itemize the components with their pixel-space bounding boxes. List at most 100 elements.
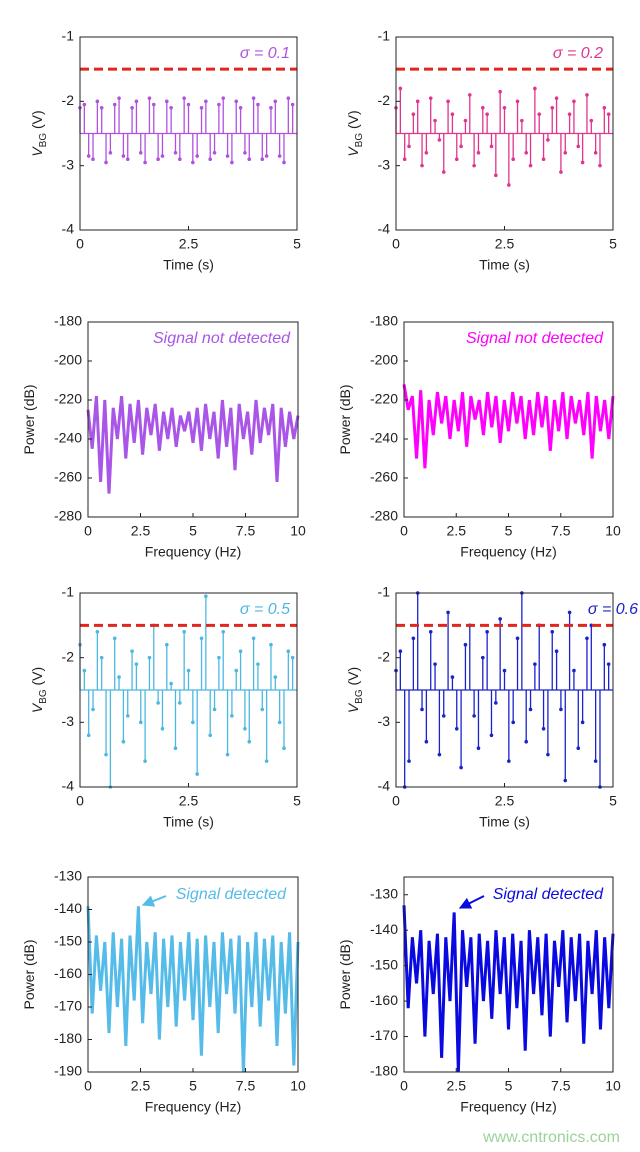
stem-marker xyxy=(169,681,173,686)
stem-marker xyxy=(134,99,139,104)
stem xyxy=(476,133,481,155)
y-tick-label: -2 xyxy=(378,92,391,108)
stem-marker xyxy=(82,668,87,673)
stem xyxy=(199,636,204,690)
x-tick-label: 2.5 xyxy=(447,523,467,539)
stem-marker xyxy=(191,160,195,165)
stem xyxy=(234,99,239,134)
stem-marker xyxy=(524,739,528,744)
stem xyxy=(528,690,533,712)
stem xyxy=(524,133,528,155)
stem-marker xyxy=(221,96,226,100)
stem xyxy=(173,690,178,750)
stem xyxy=(273,675,278,690)
stem xyxy=(398,649,403,690)
annotation-arrow xyxy=(458,895,485,909)
stem xyxy=(269,642,273,690)
stem xyxy=(256,662,260,690)
y-tick-label: -160 xyxy=(54,965,82,981)
stem xyxy=(247,690,252,744)
stem xyxy=(130,105,134,134)
stem-marker xyxy=(286,649,291,653)
stem xyxy=(121,133,126,158)
stem-marker xyxy=(208,733,212,738)
stem-marker xyxy=(217,655,221,660)
stem xyxy=(230,690,234,718)
stem xyxy=(585,636,589,690)
stem-marker xyxy=(602,642,607,647)
stem-marker xyxy=(112,102,117,107)
stem xyxy=(559,690,563,712)
stem xyxy=(277,690,282,725)
stem xyxy=(169,105,173,134)
stem-marker xyxy=(585,93,589,97)
stem xyxy=(195,690,199,776)
stem xyxy=(537,112,542,134)
stem-marker xyxy=(147,655,152,660)
stem xyxy=(256,102,260,134)
stem-marker xyxy=(498,89,502,94)
stem-marker xyxy=(459,765,463,770)
stem-marker xyxy=(156,157,160,162)
y-axis-label-part: V xyxy=(29,702,45,713)
panel: 0 2.5 5 -1 -2 -3 -4 Time (s) VBG (V) σ = 0.1 xyxy=(29,28,301,273)
stem-marker xyxy=(398,86,403,91)
x-tick-label: 10 xyxy=(290,1078,306,1094)
x-tick-label: 2.5 xyxy=(447,1078,467,1094)
stem xyxy=(524,690,528,744)
stem-marker xyxy=(606,662,611,666)
x-tick-label: 0 xyxy=(84,1078,92,1094)
stem xyxy=(559,133,563,174)
stem-marker xyxy=(290,102,295,107)
y-axis-label-part: (V) xyxy=(29,667,45,690)
stem-marker xyxy=(411,112,416,116)
y-axis-label: Power (dB) xyxy=(21,384,37,454)
x-tick-label: 10 xyxy=(605,1078,621,1094)
stem-marker xyxy=(125,157,130,162)
stem xyxy=(260,690,265,712)
stem-marker xyxy=(260,707,265,712)
y-tick-label: -4 xyxy=(62,778,75,794)
x-tick-label: 7.5 xyxy=(551,1078,571,1094)
x-axis-label: Time (s) xyxy=(479,814,530,830)
stem-marker xyxy=(567,112,572,116)
stem xyxy=(82,668,87,690)
stem-marker xyxy=(221,630,226,634)
stem xyxy=(602,642,607,690)
stem xyxy=(125,690,130,718)
x-tick-label: 0 xyxy=(392,236,400,252)
stem xyxy=(147,96,152,134)
y-tick-label: -200 xyxy=(370,352,398,368)
stem-marker xyxy=(195,772,199,776)
stem-marker xyxy=(498,617,502,621)
stem xyxy=(415,99,420,134)
stem xyxy=(441,133,446,174)
y-tick-label: -200 xyxy=(54,352,82,368)
stem xyxy=(143,133,147,165)
stem-marker xyxy=(481,105,485,110)
stem xyxy=(580,133,585,165)
stem-marker xyxy=(502,668,507,673)
stem xyxy=(437,690,442,757)
stem xyxy=(82,102,87,134)
x-axis-label: Frequency (Hz) xyxy=(460,544,556,560)
stem-marker xyxy=(572,99,576,104)
annotation: Signal not detected xyxy=(466,330,604,347)
stem xyxy=(411,636,416,690)
x-tick-label: 10 xyxy=(605,523,621,539)
stem-marker xyxy=(550,105,555,110)
stem xyxy=(476,690,481,750)
stem-marker xyxy=(269,642,273,647)
stem-marker xyxy=(485,630,489,634)
y-tick-label: -160 xyxy=(370,992,398,1008)
panel: 0 2.5 5 7.5 10 -130 -140 -150 -160 -170 -180 -190 Fr… xyxy=(21,868,306,1115)
stem xyxy=(589,118,594,134)
stem xyxy=(86,690,91,738)
stem xyxy=(212,133,217,155)
stem xyxy=(585,93,589,134)
stem xyxy=(563,690,568,783)
x-axis-label: Time (s) xyxy=(479,257,530,273)
stem xyxy=(182,630,186,690)
stem-marker xyxy=(537,112,542,116)
